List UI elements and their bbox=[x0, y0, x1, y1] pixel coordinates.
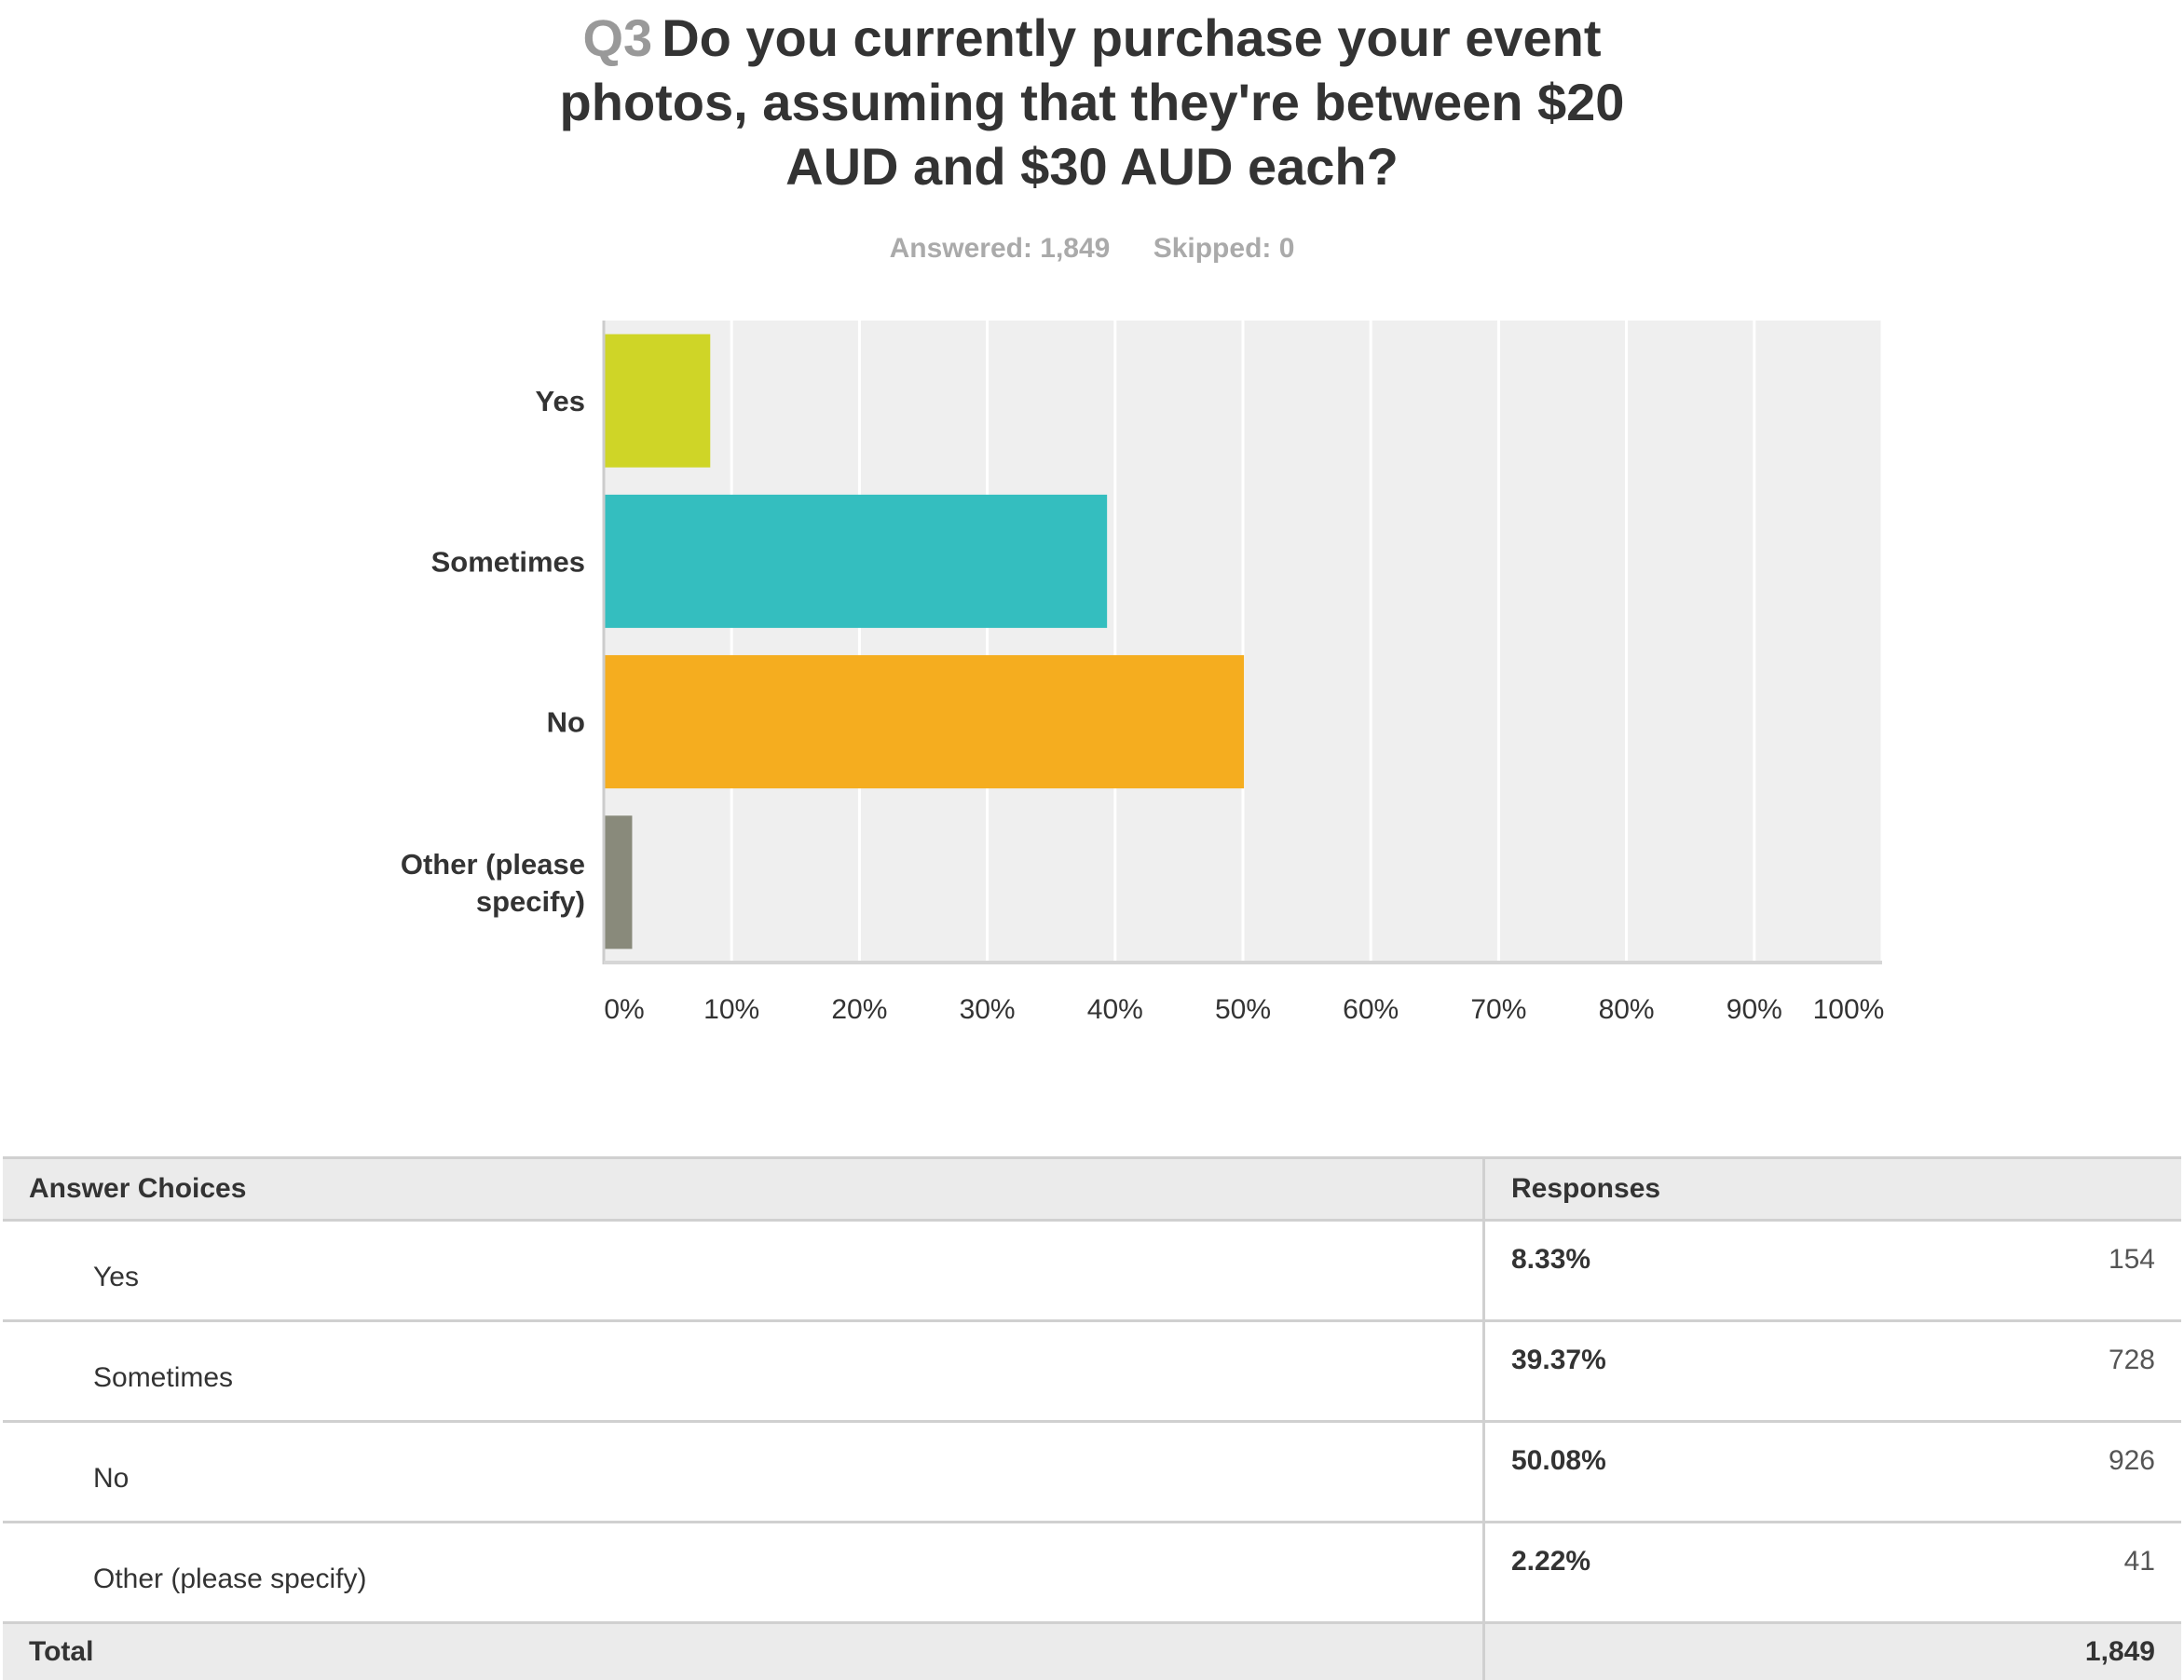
x-tick-label: 30% bbox=[960, 994, 1016, 1025]
table-row: Sometimes 39.37% 728 bbox=[3, 1321, 2181, 1422]
row-percent: 39.37% bbox=[1484, 1321, 1877, 1422]
row-choice: Sometimes bbox=[3, 1321, 1484, 1422]
bar-chart: Yes Sometimes No Other (please specify) 0% 10%… bbox=[0, 0, 2184, 1044]
table-total-row: Total 1,849 bbox=[3, 1623, 2181, 1680]
category-label: No bbox=[547, 706, 585, 739]
row-percent: 2.22% bbox=[1484, 1523, 1877, 1623]
row-count: 41 bbox=[1876, 1523, 2181, 1623]
table-row: Other (please specify) 2.22% 41 bbox=[3, 1523, 2181, 1623]
x-tick-label: 50% bbox=[1215, 994, 1271, 1025]
total-label: Total bbox=[3, 1623, 1484, 1680]
table-header-row: Answer Choices Responses bbox=[3, 1158, 2181, 1221]
responses-table: Answer Choices Responses Yes 8.33% 154 S… bbox=[3, 1156, 2181, 1680]
x-tick-label: 40% bbox=[1087, 994, 1143, 1025]
table-row: No 50.08% 926 bbox=[3, 1422, 2181, 1523]
category-label: specify) bbox=[476, 885, 585, 918]
row-count: 926 bbox=[1876, 1422, 2181, 1523]
x-tick-label: 100% bbox=[1813, 994, 1885, 1025]
bar-other-please-specify bbox=[606, 815, 633, 949]
x-tick-label: 70% bbox=[1470, 994, 1526, 1025]
x-tick-label: 10% bbox=[703, 994, 759, 1025]
x-tick-label: 90% bbox=[1727, 994, 1782, 1025]
row-choice: Other (please specify) bbox=[3, 1523, 1484, 1623]
bar-no bbox=[606, 655, 1245, 788]
category-label: Other (please bbox=[401, 848, 585, 881]
row-count: 728 bbox=[1876, 1321, 2181, 1422]
row-choice: No bbox=[3, 1422, 1484, 1523]
x-tick-label: 60% bbox=[1343, 994, 1399, 1025]
header-answer-choices: Answer Choices bbox=[3, 1158, 1484, 1221]
total-value: 1,849 bbox=[1876, 1623, 2181, 1680]
x-tick-label: 80% bbox=[1599, 994, 1655, 1025]
x-tick-label: 0% bbox=[604, 994, 644, 1025]
table-row: Yes 8.33% 154 bbox=[3, 1221, 2181, 1321]
row-choice: Yes bbox=[3, 1221, 1484, 1321]
total-spacer bbox=[1484, 1623, 1877, 1680]
row-percent: 50.08% bbox=[1484, 1422, 1877, 1523]
bar-sometimes bbox=[606, 495, 1108, 628]
bar-yes bbox=[606, 335, 711, 468]
header-responses: Responses bbox=[1484, 1158, 2182, 1221]
category-label: Yes bbox=[536, 385, 585, 417]
x-tick-label: 20% bbox=[831, 994, 887, 1025]
category-label: Sometimes bbox=[431, 545, 585, 578]
row-percent: 8.33% bbox=[1484, 1221, 1877, 1321]
row-count: 154 bbox=[1876, 1221, 2181, 1321]
